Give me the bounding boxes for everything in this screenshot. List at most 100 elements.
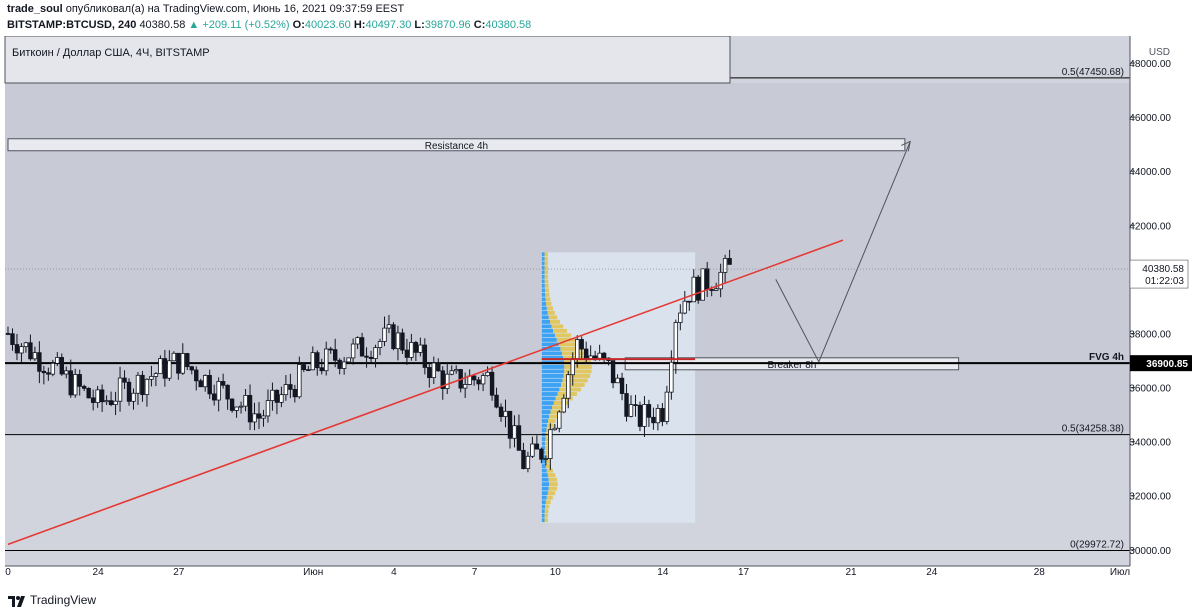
volume-profile-bar-blue: [541, 346, 561, 351]
footer: TradingView: [0, 590, 1200, 615]
volume-profile-bar-yellow: [546, 468, 553, 473]
volume-profile-bar-yellow: [553, 328, 567, 333]
candle-body: [64, 370, 69, 375]
volume-profile-bar-yellow: [544, 261, 548, 266]
volume-profile-bar-yellow: [547, 473, 556, 478]
last-price-box: [1129, 259, 1189, 289]
candle-body: [288, 384, 293, 390]
volume-profile-bar-yellow: [549, 319, 560, 324]
candle-body: [427, 367, 432, 379]
level-label: FVG 4h: [1089, 352, 1124, 363]
y-tick-label: 38000.00: [1129, 329, 1171, 340]
candle-body: [601, 352, 607, 359]
footer-brand[interactable]: TradingView: [30, 593, 97, 607]
candle-body: [445, 373, 450, 389]
low-label: L:: [414, 19, 425, 31]
volume-profile-bar-blue: [541, 509, 545, 514]
candle-body: [718, 271, 723, 290]
candle-body: [364, 355, 369, 358]
candle-body: [350, 343, 356, 359]
volume-profile-bar-yellow: [551, 324, 564, 329]
volume-profile-bar-blue: [541, 355, 564, 360]
close-value: 40380.58: [485, 19, 532, 31]
volume-profile-bar-blue: [541, 392, 558, 396]
candle-body: [113, 400, 118, 406]
candle-body: [557, 411, 562, 429]
candle-body: [341, 361, 347, 369]
candle-body: [19, 346, 24, 354]
candle-body: [126, 381, 132, 402]
candle-body: [449, 370, 454, 375]
x-tick-label: 0: [5, 567, 11, 578]
volume-profile-bar-yellow: [545, 464, 551, 469]
volume-profile-bar-blue: [541, 337, 557, 342]
volume-profile-bar-yellow: [564, 369, 592, 374]
volume-profile-bar-yellow: [558, 342, 580, 347]
volume-profile-bar-yellow: [546, 495, 553, 500]
candle-body: [566, 374, 571, 399]
candle-body: [503, 410, 508, 418]
publication-line: trade_soul опубликовал(а) на TradingView…: [7, 3, 404, 15]
volume-profile-bar-blue: [541, 256, 545, 261]
volume-profile-bar-blue: [541, 301, 547, 306]
price-axis[interactable]: [1130, 36, 1200, 566]
candle-body: [696, 276, 701, 301]
candle-body: [252, 413, 257, 423]
x-tick-label: 4: [391, 567, 397, 578]
candle-body: [391, 324, 396, 350]
candle-body: [198, 380, 203, 388]
candle-body: [678, 312, 683, 323]
volume-profile-bar-yellow: [548, 315, 558, 320]
candle-body: [655, 408, 661, 424]
candle-body: [651, 416, 656, 424]
candle-body: [234, 406, 239, 411]
candle-body: [498, 406, 504, 418]
candle-body: [637, 404, 643, 427]
price-change: ▲ +209.11 (+0.52%): [188, 19, 290, 31]
candle-body: [404, 349, 410, 358]
volume-profile-bar-yellow: [545, 459, 550, 464]
candle-body: [77, 374, 82, 387]
volume-profile-bar-yellow: [544, 283, 549, 288]
author-name[interactable]: trade_soul: [7, 3, 63, 15]
volume-profile-bar-blue: [541, 410, 551, 414]
candle-body: [14, 344, 20, 354]
volume-profile-bar-yellow: [545, 504, 550, 509]
candle-body: [373, 347, 378, 359]
x-tick-label: 27: [173, 567, 185, 578]
candle-body: [301, 364, 307, 371]
volume-profile-bar-yellow: [544, 279, 549, 284]
candle-body: [664, 391, 670, 422]
candle-body: [633, 404, 638, 406]
y-tick-label: 32000.00: [1129, 492, 1171, 503]
candle-body: [5, 333, 11, 335]
time-axis[interactable]: [0, 566, 1130, 590]
currency-label: USD: [1149, 47, 1170, 58]
candle-body: [539, 448, 544, 460]
candle-body: [709, 289, 714, 291]
volume-profile-bar-blue: [541, 482, 550, 487]
price-chart[interactable]: Resistance 4h Breaker 8h 0.5(47450.68) 0.5…: [0, 36, 1200, 590]
candle-body: [104, 400, 109, 403]
candle-body: [229, 398, 235, 411]
candle-body: [167, 360, 172, 379]
candle-body: [521, 449, 526, 470]
volume-profile-bar-yellow: [544, 265, 548, 270]
candle-body: [28, 342, 33, 360]
candle-body: [610, 360, 616, 384]
candle-body: [368, 356, 374, 359]
projection-arrowhead: [901, 140, 911, 152]
volume-profile-bar-blue: [541, 279, 545, 284]
candle-body: [597, 352, 602, 359]
candle-body: [256, 413, 262, 419]
volume-profile-bar-blue: [541, 342, 559, 347]
volume-profile-bar-yellow: [549, 414, 559, 419]
candle-body: [669, 361, 674, 393]
candle-body: [462, 384, 468, 389]
fvg-price-label: 36900.85: [1146, 359, 1188, 370]
candle-body: [140, 374, 145, 396]
projection-path: [775, 141, 911, 364]
volume-profile-bar-yellow: [544, 256, 548, 261]
candle-body: [489, 371, 495, 396]
candle-body: [422, 344, 428, 368]
